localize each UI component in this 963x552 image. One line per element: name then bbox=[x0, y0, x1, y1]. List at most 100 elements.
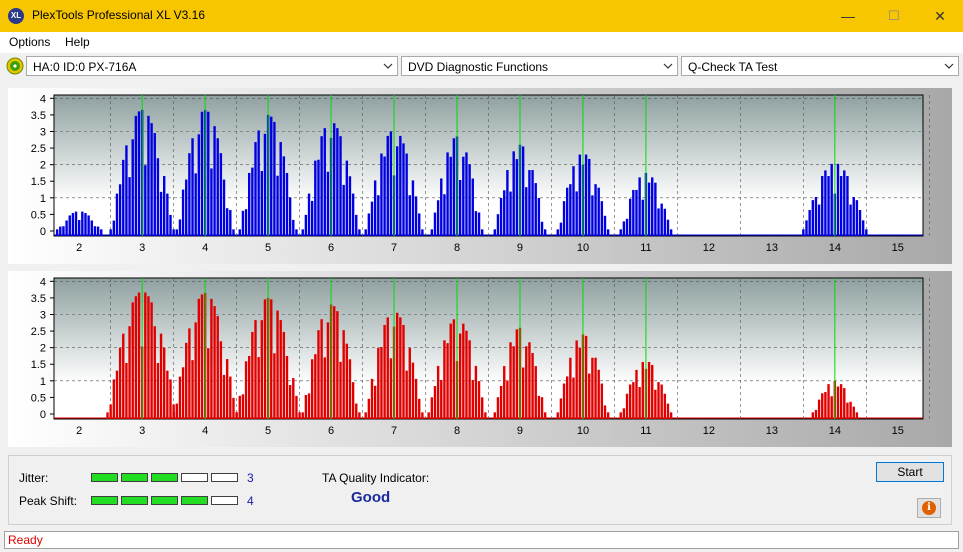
data-bar bbox=[93, 226, 97, 236]
data-bar bbox=[172, 229, 175, 236]
data-bar bbox=[597, 187, 600, 236]
chevron-down-icon bbox=[663, 63, 673, 69]
data-bar bbox=[210, 298, 213, 419]
close-button[interactable]: ✕ bbox=[934, 8, 946, 24]
y-tick-label: 1 bbox=[40, 376, 46, 388]
data-bar bbox=[122, 159, 125, 236]
data-bar bbox=[861, 220, 865, 236]
data-bar bbox=[147, 296, 150, 419]
menu-bar: Options Help bbox=[0, 32, 963, 53]
menu-help[interactable]: Help bbox=[65, 35, 90, 49]
start-button[interactable]: Start bbox=[876, 462, 944, 482]
data-bar bbox=[175, 403, 178, 419]
data-bar bbox=[594, 357, 597, 419]
menu-options[interactable]: Options bbox=[9, 35, 51, 49]
data-bar bbox=[578, 154, 582, 236]
data-bar bbox=[666, 403, 670, 419]
jitter-value: 3 bbox=[247, 471, 254, 485]
data-bar bbox=[651, 364, 654, 419]
data-bar bbox=[440, 379, 443, 419]
data-bar bbox=[556, 229, 559, 236]
data-bar bbox=[386, 135, 389, 236]
peak-shift-meter-segment bbox=[121, 496, 148, 505]
data-bar bbox=[572, 166, 575, 236]
drive-select-value: HA:0 ID:0 PX-716A bbox=[33, 60, 137, 74]
data-bar bbox=[282, 156, 286, 236]
data-bar bbox=[657, 382, 660, 419]
data-bar bbox=[474, 365, 478, 419]
data-bar bbox=[411, 362, 415, 419]
data-bar bbox=[383, 324, 386, 419]
data-bar bbox=[569, 357, 572, 419]
data-bar bbox=[632, 382, 635, 419]
data-bar bbox=[128, 326, 131, 419]
data-bar bbox=[323, 357, 326, 419]
peak-shift-meter-segment bbox=[91, 496, 118, 505]
data-bar bbox=[591, 195, 594, 236]
data-bar bbox=[166, 370, 169, 419]
data-bar bbox=[273, 121, 276, 236]
data-bar bbox=[512, 346, 515, 419]
function-select-value: DVD Diagnostic Functions bbox=[408, 60, 549, 74]
data-bar bbox=[317, 330, 320, 419]
data-bar bbox=[534, 183, 537, 236]
data-bar bbox=[855, 412, 859, 419]
data-bar bbox=[481, 397, 484, 419]
maximize-button[interactable]: ☐ bbox=[888, 8, 900, 23]
data-bar bbox=[597, 369, 600, 419]
jitter-meter-segment bbox=[181, 473, 208, 482]
plot-area bbox=[53, 94, 924, 237]
data-bar bbox=[254, 320, 257, 419]
data-bar bbox=[55, 229, 59, 236]
data-bar bbox=[288, 385, 292, 419]
minimize-button[interactable]: — bbox=[841, 8, 855, 24]
data-bar bbox=[219, 341, 223, 419]
test-select[interactable]: Q-Check TA Test bbox=[681, 56, 959, 76]
data-bar bbox=[342, 330, 345, 419]
data-bar bbox=[345, 343, 349, 419]
x-tick-label: 15 bbox=[892, 242, 904, 254]
data-bar bbox=[351, 193, 355, 236]
data-bar bbox=[351, 382, 355, 419]
data-bar bbox=[370, 378, 374, 419]
data-bar bbox=[446, 152, 449, 236]
data-bar bbox=[317, 159, 320, 236]
data-bar bbox=[175, 229, 178, 236]
data-bar bbox=[566, 376, 569, 419]
data-bar bbox=[251, 167, 254, 236]
data-bar bbox=[556, 412, 559, 419]
data-bar bbox=[528, 170, 531, 236]
data-bar bbox=[506, 170, 509, 236]
data-bar bbox=[559, 222, 563, 236]
data-bar bbox=[213, 126, 216, 236]
x-tick-label: 2 bbox=[76, 242, 82, 254]
data-bar bbox=[147, 115, 150, 236]
data-bar bbox=[660, 203, 663, 236]
data-bar bbox=[817, 204, 821, 236]
y-tick-label: 0.5 bbox=[31, 392, 46, 404]
x-tick-label: 9 bbox=[517, 425, 523, 437]
x-tick-label: 14 bbox=[829, 425, 841, 437]
data-bar bbox=[543, 229, 547, 236]
data-bar bbox=[443, 194, 446, 236]
data-bar bbox=[364, 229, 367, 236]
app-logo-icon: XL bbox=[8, 8, 24, 24]
drive-select[interactable]: HA:0 ID:0 PX-716A bbox=[26, 56, 398, 76]
data-bar bbox=[153, 133, 156, 236]
data-bar bbox=[276, 310, 279, 419]
data-bar bbox=[808, 209, 811, 236]
data-bar bbox=[144, 292, 147, 419]
data-bar bbox=[162, 347, 166, 419]
function-select[interactable]: DVD Diagnostic Functions bbox=[401, 56, 678, 76]
data-bar bbox=[367, 398, 371, 419]
data-bar bbox=[194, 322, 197, 419]
data-bar bbox=[405, 153, 408, 236]
data-bar bbox=[654, 182, 657, 236]
data-bar bbox=[112, 220, 116, 236]
data-bar bbox=[106, 412, 109, 419]
data-bar bbox=[131, 302, 134, 419]
info-button[interactable]: i bbox=[917, 498, 941, 518]
data-bar bbox=[373, 385, 377, 419]
x-tick-label: 12 bbox=[703, 242, 715, 254]
data-bar bbox=[115, 370, 119, 419]
